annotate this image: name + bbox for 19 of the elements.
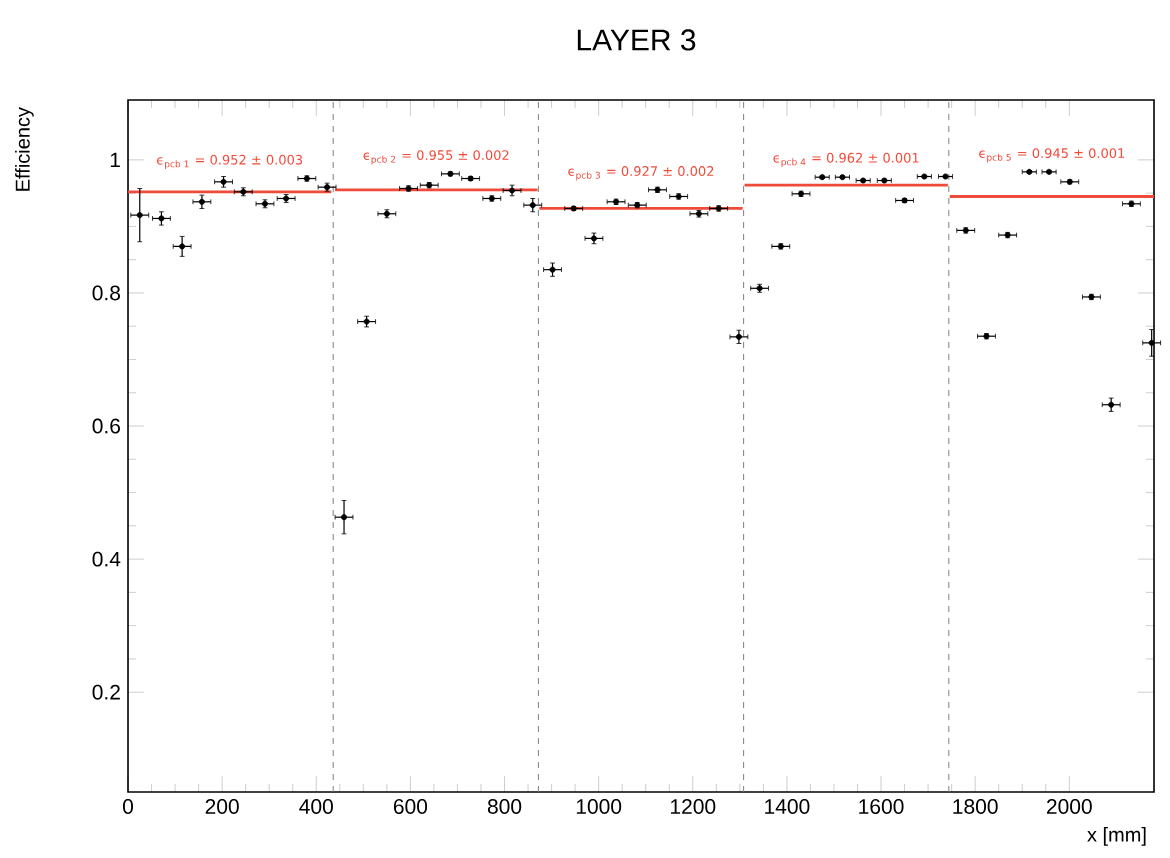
chart-title: LAYER 3 [577, 29, 696, 51]
y-tick-label: 0.2 [92, 684, 120, 700]
x-tick-label: 1400 [765, 799, 810, 814]
x-tick-label: 1000 [576, 799, 622, 814]
y-tick-label: 1 [110, 152, 120, 168]
x-tick-label: 600 [393, 799, 428, 814]
y-axis-title: Efficiency [15, 107, 34, 191]
x-tick-label: 400 [299, 799, 333, 814]
x-tick-label: 1800 [953, 799, 998, 814]
x-tick-label: 1600 [859, 799, 904, 814]
y-tick-label: 0.4 [92, 551, 121, 567]
x-tick-label: 1200 [671, 799, 716, 814]
x-axis-title: x [mm] [1087, 827, 1146, 846]
y-tick-label: 0.8 [92, 285, 121, 301]
x-tick-label: 800 [487, 799, 522, 814]
y-tick-label: 0.6 [92, 418, 121, 434]
x-tick-label: 200 [205, 799, 239, 814]
x-tick-label: 0 [122, 799, 134, 814]
x-tick-label: 2000 [1047, 799, 1092, 814]
